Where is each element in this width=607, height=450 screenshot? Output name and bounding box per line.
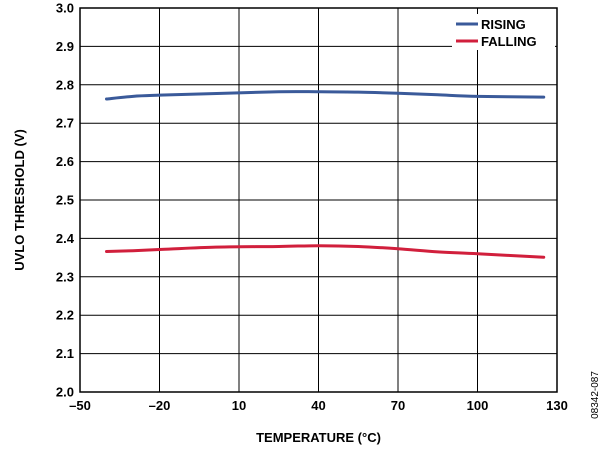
y-tick-label: 2.4 <box>56 231 75 246</box>
figure-id: 08342-087 <box>590 371 601 419</box>
x-tick-label: –20 <box>149 398 171 413</box>
x-axis-title: TEMPERATURE (°C) <box>256 430 381 445</box>
y-tick-label: 3.0 <box>56 1 74 16</box>
legend-label-falling: FALLING <box>481 34 537 49</box>
legend-background <box>452 14 555 50</box>
x-tick-label: 100 <box>467 398 489 413</box>
y-tick-label: 2.0 <box>56 385 74 400</box>
y-axis-title: UVLO THRESHOLD (V) <box>12 129 27 271</box>
x-tick-label: 10 <box>232 398 246 413</box>
series-lines <box>105 90 546 259</box>
y-tick-label: 2.3 <box>56 269 74 284</box>
x-tick-label: 40 <box>311 398 325 413</box>
y-tick-label: 2.5 <box>56 193 74 208</box>
y-tick-label: 2.1 <box>56 346 74 361</box>
y-tick-label: 2.2 <box>56 308 74 323</box>
legend-label-rising: RISING <box>481 17 526 32</box>
plot-frame <box>79 7 558 393</box>
x-tick-label: 130 <box>546 398 568 413</box>
x-tick-label: 70 <box>391 398 405 413</box>
y-tick-label: 2.8 <box>56 77 74 92</box>
y-tick-label: 2.7 <box>56 116 74 131</box>
legend: RISING FALLING <box>452 14 555 50</box>
grid-lines <box>80 8 557 392</box>
tick-labels: –50 –20 10 40 70 100 130 2.0 2.1 2.2 2.3 2.4 2.5 2.6 2… <box>56 1 568 414</box>
x-tick-label: –50 <box>69 398 91 413</box>
series-line-rising <box>105 90 546 101</box>
y-tick-label: 2.9 <box>56 39 74 54</box>
series-line-falling <box>105 244 546 259</box>
y-tick-label: 2.6 <box>56 154 74 169</box>
